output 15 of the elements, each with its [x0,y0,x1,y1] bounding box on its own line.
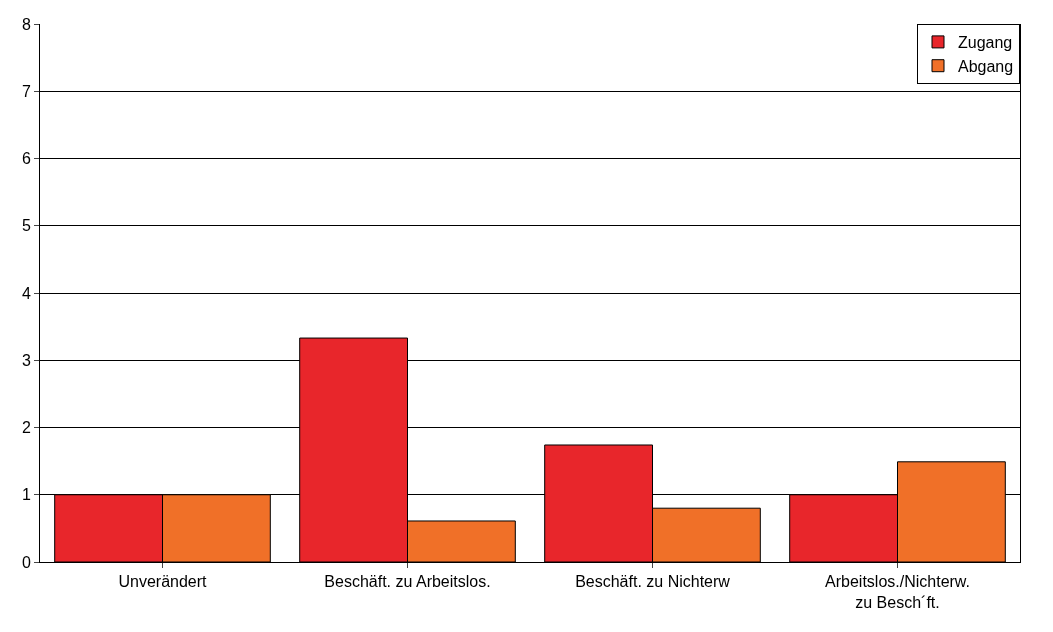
y-tick-label: 7 [21,82,31,100]
y-tick-label: 2 [21,419,31,437]
y-tick-label: 0 [21,553,31,571]
y-tick-label: 6 [21,150,31,168]
legend-label: Zugang [958,34,1013,52]
y-tick-label: 1 [21,486,31,504]
y-tick-label: 8 [21,15,31,33]
y-tick-label: 5 [21,217,31,235]
x-tick-label: Unverändert [118,573,208,591]
legend-label: Abgang [958,57,1014,75]
y-tick-label: 4 [21,284,31,302]
x-tick-label: Arbeitslos./Nichterw. zu Besch´ft. [825,573,970,611]
x-tick-label: Beschäft. zu Arbeitslos. [324,573,491,591]
x-tick-label: Beschäft. zu Nichterw [575,573,731,591]
y-tick-label: 3 [21,351,31,369]
